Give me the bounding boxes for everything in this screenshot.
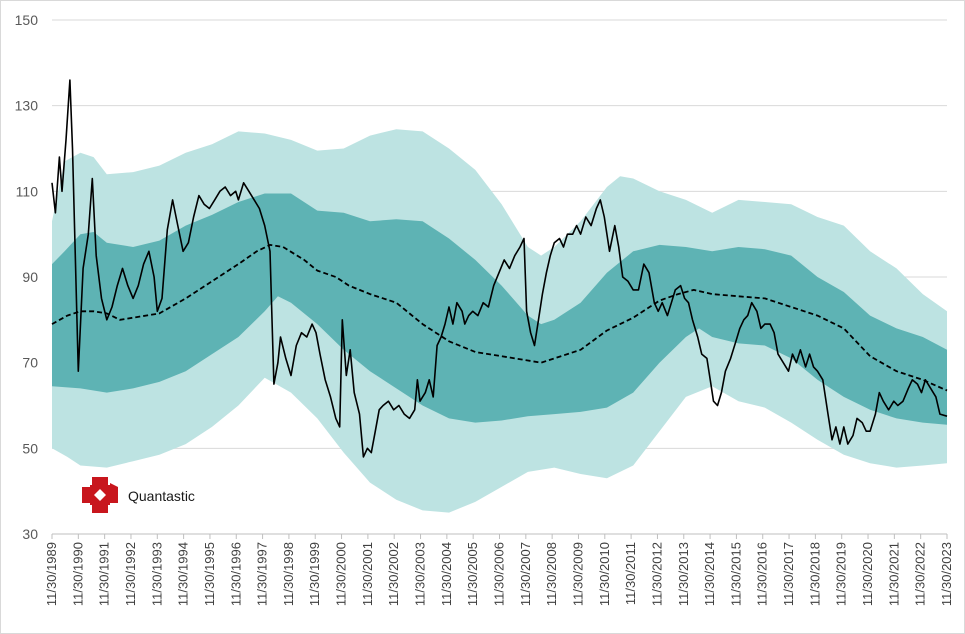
x-tick-label: 11/30/1993 (149, 542, 164, 606)
x-tick-label: 11/30/2017 (781, 542, 796, 606)
x-tick-label: 11/30/2008 (544, 542, 559, 606)
x-tick-label: 11/30/2015 (728, 542, 743, 606)
x-tick-label: 11/30/1996 (228, 542, 243, 606)
x-tick-label: 11/30/2010 (597, 542, 612, 606)
x-tick-label: 11/30/1995 (202, 542, 217, 606)
x-tick-label: 11/30/2006 (492, 542, 507, 606)
y-tick-label: 110 (16, 183, 39, 199)
x-tick-label: 11/30/1997 (255, 542, 270, 606)
x-tick-label: 11/30/2013 (676, 542, 691, 606)
y-tick-label: 30 (22, 526, 38, 542)
x-tick-label: 11/30/1989 (44, 542, 59, 606)
x-tick-label: 11/30/2011 (623, 542, 638, 605)
x-tick-label: 11/30/2002 (386, 542, 401, 606)
x-tick-label: 11/30/2005 (465, 542, 480, 606)
x-tick-label: 11/30/2007 (518, 542, 533, 606)
x-axis: 11/30/1989 11/30/1990 11/30/1991 11/30/1992… (44, 533, 954, 606)
x-tick-label: 11/30/2003 (413, 542, 428, 606)
x-tick-label: 11/30/2020 (860, 542, 875, 606)
x-tick-label: 11/30/2009 (570, 542, 585, 606)
median-line (51, 244, 948, 392)
x-tick-label: 11/30/2016 (755, 542, 770, 606)
x-tick-label: 11/30/1991 (97, 542, 112, 606)
x-tick-label: 11/30/2022 (913, 542, 928, 606)
x-tick-label: 11/30/1999 (307, 542, 322, 606)
inner-band (52, 193, 947, 425)
series-lines (51, 79, 948, 458)
x-tick-label: 11/30/1994 (176, 542, 191, 606)
x-tick-label: 11/30/2023 (939, 542, 954, 606)
x-tick-label: 11/30/2000 (334, 542, 349, 606)
logo-diamond (94, 489, 106, 501)
x-tick-label: 11/30/1990 (70, 542, 85, 606)
y-tick-label: 70 (22, 355, 38, 371)
value-line (51, 79, 948, 458)
y-tick-label: 50 (22, 440, 38, 456)
y-axis: 30 50 70 90 110 130 150 (15, 12, 39, 542)
logo-text: Quantastic (128, 488, 195, 504)
x-tick-label: 11/30/2018 (807, 542, 822, 606)
x-tick-label: 11/30/2019 (834, 542, 849, 606)
x-tick-label: 11/30/2021 (886, 542, 901, 606)
y-tick-label: 90 (22, 269, 38, 285)
y-tick-label: 130 (15, 98, 39, 114)
x-tick-label: 11/30/2014 (702, 542, 717, 606)
y-tick-label: 150 (15, 12, 39, 28)
logo-mark-icon (82, 477, 118, 513)
quantastic-logo: Quantastic (82, 477, 195, 513)
percentile-bands (52, 129, 947, 513)
x-tick-label: 11/30/1998 (281, 542, 296, 606)
x-tick-label: 11/30/1992 (123, 542, 138, 606)
x-tick-label: 11/30/2004 (439, 542, 454, 606)
x-tick-label: 11/30/2012 (649, 542, 664, 606)
x-tick-label: 11/30/2001 (360, 542, 375, 606)
